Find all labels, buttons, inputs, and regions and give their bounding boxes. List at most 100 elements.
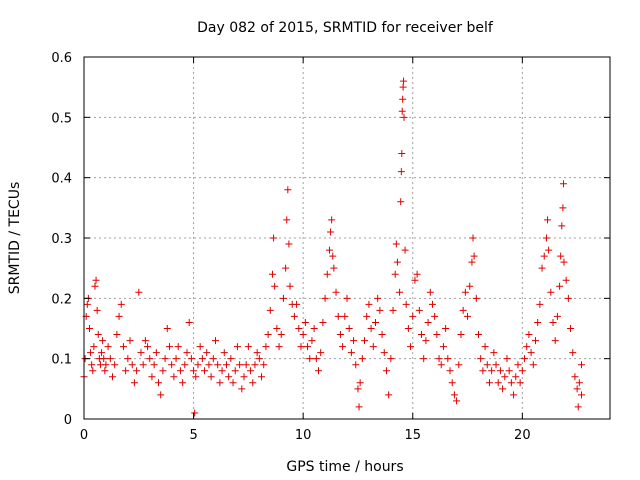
data-point [556,282,564,290]
data-point [505,367,513,375]
data-point [413,270,421,278]
y-tick-label: 0.3 [51,232,72,247]
data-point [283,216,291,224]
data-point [499,385,507,393]
data-point [104,343,112,351]
data-point [163,325,171,332]
data-point [113,331,121,339]
data-point [301,318,309,326]
data-point [122,367,130,375]
data-point [176,367,184,375]
data-point [321,294,329,302]
data-point [397,198,405,206]
data-point [141,337,149,345]
data-point [420,355,428,363]
data-point [492,361,500,369]
data-point [363,312,371,320]
data-point [521,355,529,363]
data-point [352,361,360,369]
data-point [187,355,195,363]
data-point [512,373,520,381]
data-point [282,264,290,272]
data-point [488,367,496,375]
data-point [238,385,246,393]
data-point [490,349,498,357]
x-tick-label: 20 [514,428,531,443]
data-point [220,349,228,357]
data-point [222,361,230,369]
data-point [479,367,487,375]
data-point [367,325,375,332]
data-point [514,361,522,369]
data-point [328,216,336,224]
data-point [277,331,285,339]
data-point [106,355,114,363]
data-point [350,337,358,345]
data-point [83,300,91,308]
data-point [91,282,99,290]
x-tick-label: 15 [404,428,421,443]
data-point [271,282,279,290]
data-point [101,367,109,375]
data-point [562,276,570,284]
data-point [273,325,281,332]
data-point [557,252,565,260]
data-point [317,349,325,357]
data-point [402,300,410,308]
data-point [574,403,582,411]
data-point [439,343,447,351]
data-point [284,186,292,194]
data-point [418,331,426,339]
data-point [174,343,182,351]
data-point [260,361,268,369]
data-point [424,318,432,326]
data-point [553,312,561,320]
data-point [179,379,187,387]
data-point [567,325,575,332]
data-point [306,355,314,363]
data-point [433,331,441,339]
data-point [312,355,320,363]
data-point [571,373,579,381]
data-point [560,180,568,188]
data-point [146,355,154,363]
data-point [94,331,102,339]
data-point [99,337,107,345]
chart-title: Day 082 of 2015, SRMTID for receiver bel… [197,20,494,36]
data-point [426,288,434,296]
data-point [397,168,405,176]
data-point [212,337,219,345]
data-point [266,306,274,314]
data-point [275,343,283,351]
data-point [558,222,566,230]
data-point [285,240,293,248]
data-point [534,318,542,326]
data-point [540,252,548,260]
data-point [229,379,237,387]
data-point [481,343,489,351]
data-point [358,355,366,363]
data-point [391,270,399,278]
data-point [227,355,235,363]
data-point [236,361,244,369]
data-point [93,306,101,314]
data-point [85,325,93,332]
data-point [286,282,294,290]
data-point [293,300,301,308]
data-point [203,349,211,357]
data-point [448,379,456,387]
data-point [547,288,555,296]
data-point [464,312,472,320]
data-point [354,385,362,393]
data-point [531,337,539,345]
data-point [477,355,485,363]
data-point [409,312,417,320]
data-point [225,373,233,381]
data-point [161,355,169,363]
data-point [365,300,373,308]
data-point [218,367,226,375]
data-point [332,288,340,296]
y-tick-label: 0.2 [51,292,72,307]
data-point [549,318,557,326]
data-point [422,337,430,345]
